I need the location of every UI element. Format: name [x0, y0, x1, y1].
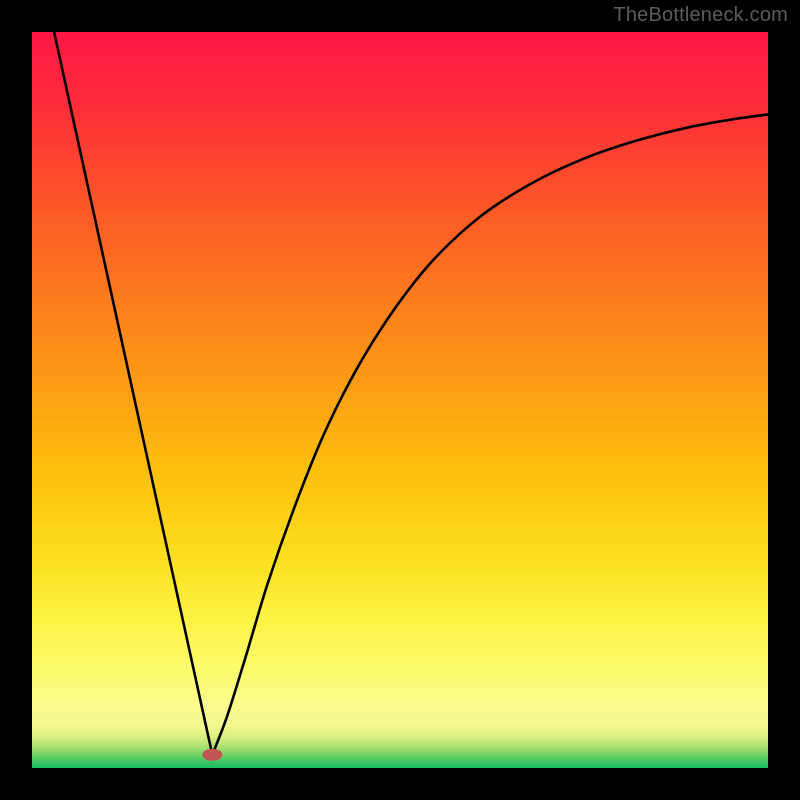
bottleneck-chart [0, 0, 800, 800]
chart-gradient-background [32, 32, 768, 768]
chart-container: TheBottleneck.com [0, 0, 800, 800]
watermark-text: TheBottleneck.com [613, 4, 788, 27]
optimal-point-marker [202, 749, 222, 761]
